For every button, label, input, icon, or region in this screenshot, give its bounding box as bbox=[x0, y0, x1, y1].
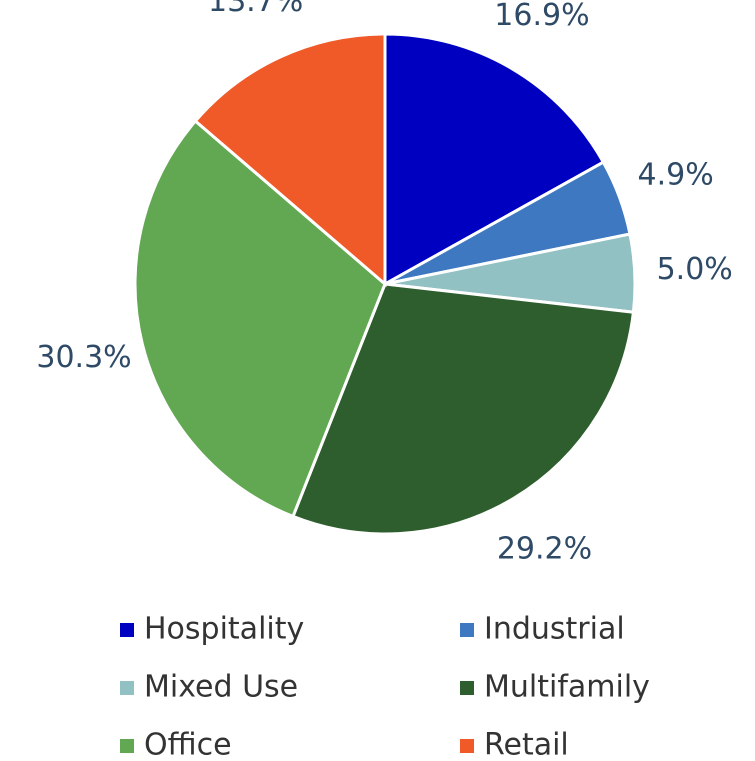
legend-swatch bbox=[120, 623, 134, 637]
legend-label: Industrial bbox=[484, 612, 625, 647]
data-label: 13.7% bbox=[208, 0, 303, 19]
legend-label: Multifamily bbox=[484, 670, 650, 705]
data-label: 29.2% bbox=[497, 531, 592, 566]
legend-label: Mixed Use bbox=[144, 670, 298, 705]
legend-swatch bbox=[460, 739, 474, 753]
pie-slice bbox=[133, 118, 387, 519]
legend-swatch bbox=[460, 623, 474, 637]
legend-label: Office bbox=[144, 728, 232, 761]
legend-swatch bbox=[460, 681, 474, 695]
legend-swatch bbox=[120, 681, 134, 695]
legend-swatch bbox=[120, 739, 134, 753]
data-label: 30.3% bbox=[36, 340, 131, 375]
legend-label: Hospitality bbox=[144, 612, 304, 647]
data-label: 5.0% bbox=[657, 252, 733, 287]
data-label: 4.9% bbox=[638, 158, 714, 193]
pie-slice bbox=[383, 32, 606, 287]
pie-slice bbox=[291, 282, 636, 536]
legend-label: Retail bbox=[484, 728, 569, 761]
pie-slice bbox=[193, 32, 387, 288]
data-label: 16.9% bbox=[494, 0, 589, 33]
